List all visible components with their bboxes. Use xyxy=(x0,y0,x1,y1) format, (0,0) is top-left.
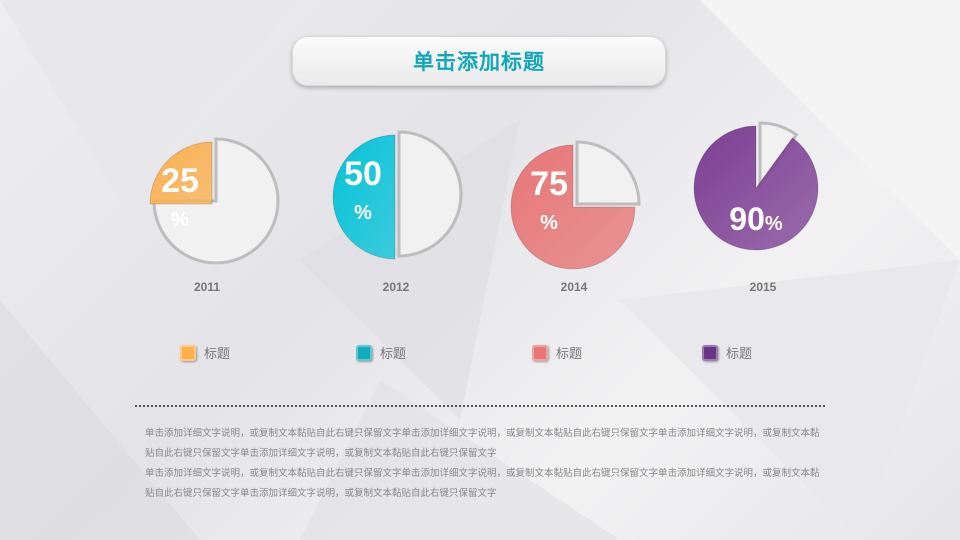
legend-swatch xyxy=(180,344,196,361)
year-label: 2012 xyxy=(382,280,410,294)
year-label: 2015 xyxy=(749,280,777,294)
pie-remainder-slice xyxy=(152,137,280,265)
pie-value-slice xyxy=(332,134,396,260)
pie-remainder-slice xyxy=(758,121,799,190)
pie-value-label: 90% xyxy=(729,201,783,237)
dotted-divider xyxy=(135,405,825,407)
description: 单击添加详细文字说明，或复制文本黏贴自此右键只保留文字单击添加详细文字说明，或复… xyxy=(145,424,825,504)
legend-label: 标题 xyxy=(204,346,231,361)
pie-remainder-slice xyxy=(575,140,641,206)
legend-label: 标题 xyxy=(380,346,407,361)
title-box[interactable]: 单击添加标题 xyxy=(292,36,666,86)
legend-label: 标题 xyxy=(556,346,583,361)
page-title: 单击添加标题 xyxy=(413,51,545,74)
year-label: 2014 xyxy=(560,280,588,294)
legend-item: 标题 xyxy=(356,343,406,362)
description-paragraph: 单击添加详细文字说明，或复制文本黏贴自此右键只保留文字单击添加详细文字说明，或复… xyxy=(145,468,820,499)
pie-value-label: 25% xyxy=(161,162,199,231)
legend-item: 标题 xyxy=(532,343,582,362)
legend-item: 标题 xyxy=(180,343,230,362)
pie-value-slice xyxy=(510,144,636,270)
year-label: 2011 xyxy=(193,280,221,294)
legend-label: 标题 xyxy=(726,346,753,361)
description-paragraph: 单击添加详细文字说明，或复制文本黏贴自此右键只保留文字单击添加详细文字说明，或复… xyxy=(145,428,820,459)
legend-swatch xyxy=(702,344,718,361)
legend-swatch xyxy=(532,344,548,361)
pie-value-label: 75% xyxy=(530,165,568,234)
pie-value-slice xyxy=(693,125,819,251)
legend-swatch xyxy=(356,344,372,361)
legend-item: 标题 xyxy=(702,343,752,362)
pie-charts: 25 % 50 % 75% 90% xyxy=(149,121,819,270)
pie-value-slice xyxy=(149,141,213,205)
pie-remainder-slice xyxy=(397,130,463,258)
pie-value-label: 50% xyxy=(344,155,382,224)
